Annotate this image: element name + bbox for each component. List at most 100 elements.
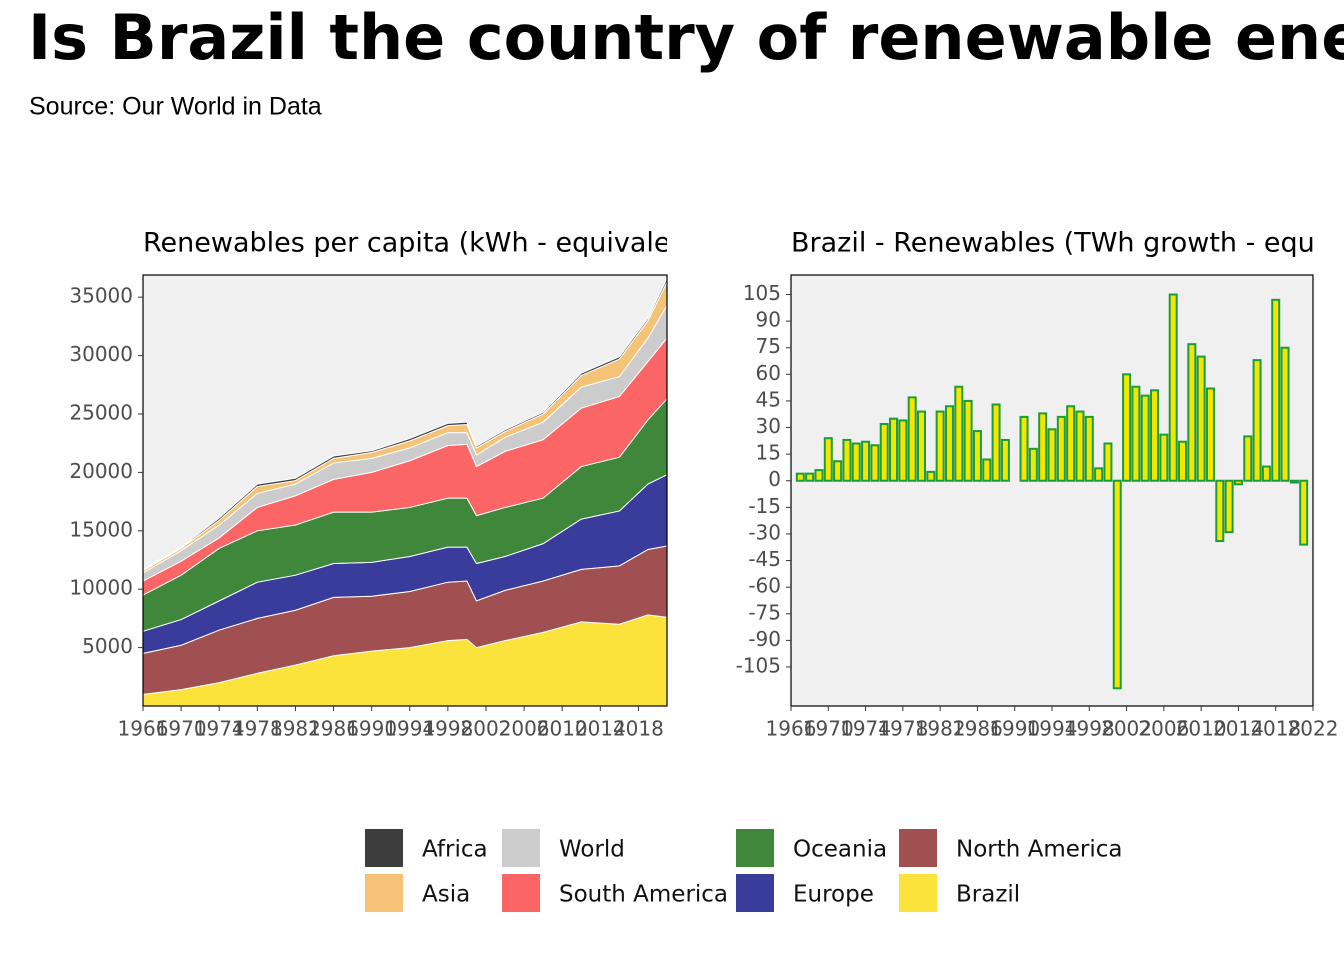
x-tick-label: 2018 — [613, 717, 664, 741]
bar — [1280, 346, 1290, 482]
x-tick-label: 2006 — [1138, 717, 1189, 741]
bar — [954, 385, 964, 482]
x-tick-label: 1970 — [156, 717, 207, 741]
legend-label: Europe — [793, 882, 874, 908]
y-tick-label: 0 — [768, 467, 781, 491]
y-tick-label: 5000 — [82, 634, 133, 658]
bar — [1056, 415, 1066, 482]
bar — [1066, 405, 1076, 482]
title: Is Brazil the country of renewable energ — [28, 1, 1344, 74]
bar — [1038, 412, 1048, 482]
x-tick-label: 1974 — [194, 717, 245, 741]
plot-border — [142, 274, 668, 707]
chart-title: Renewables per capita (kWh - equivalen — [143, 228, 688, 259]
legend-swatch — [734, 827, 776, 869]
legend-label: Asia — [422, 882, 470, 908]
y-tick-label: 10000 — [69, 576, 133, 600]
bar — [963, 399, 973, 482]
y-tick-label: 15 — [756, 441, 781, 465]
bar — [1205, 387, 1215, 482]
bar — [1159, 433, 1169, 482]
bar — [944, 405, 954, 482]
x-tick-label: 2006 — [499, 717, 550, 741]
bar — [935, 410, 945, 482]
x-tick-label: 1966 — [118, 717, 169, 741]
legend-label: Brazil — [956, 882, 1020, 908]
bar — [898, 419, 908, 482]
bar — [814, 469, 824, 482]
x-tick-label: 1990 — [989, 717, 1040, 741]
legend-swatch — [897, 827, 939, 869]
bar — [1252, 359, 1262, 482]
bar — [1140, 394, 1150, 482]
legend-label: South America — [559, 882, 728, 908]
bar — [889, 417, 899, 482]
x-tick-label: 1994 — [384, 717, 435, 741]
bar — [823, 437, 833, 482]
x-tick-label: 1998 — [422, 717, 473, 741]
legend-label: World — [559, 837, 625, 863]
plot-background — [791, 275, 1313, 706]
bar — [1261, 465, 1271, 482]
y-tick-label: -30 — [748, 520, 781, 544]
y-tick-label: 75 — [756, 334, 781, 358]
x-tick-label: 2014 — [1213, 717, 1264, 741]
y-tick-label: 30000 — [69, 342, 133, 366]
bar — [1000, 438, 1010, 482]
bar — [1271, 298, 1281, 482]
y-tick-label: -105 — [736, 653, 781, 677]
y-tick-label: 15000 — [69, 517, 133, 541]
legend-label: Africa — [422, 837, 488, 863]
bar — [879, 422, 889, 482]
bar — [851, 442, 861, 482]
bar — [795, 472, 805, 482]
y-tick-label: 60 — [756, 361, 781, 385]
bar — [1196, 355, 1206, 482]
bar — [1047, 428, 1057, 482]
bar — [972, 430, 982, 482]
bar — [1112, 479, 1122, 690]
bar — [982, 458, 992, 482]
bar — [861, 440, 871, 482]
x-tick-label: 1982 — [915, 717, 966, 741]
legend-swatch — [897, 872, 939, 914]
bar — [1215, 479, 1225, 543]
bar — [1187, 343, 1197, 482]
x-tick-label: 1978 — [877, 717, 928, 741]
legend-label: North America — [956, 837, 1123, 863]
bar — [1019, 415, 1029, 482]
bar — [907, 396, 917, 482]
bar — [1028, 447, 1038, 482]
y-tick-label: 90 — [756, 308, 781, 332]
legend-label: Oceania — [793, 837, 887, 863]
bar — [1168, 293, 1178, 482]
x-tick-label: 1974 — [840, 717, 891, 741]
x-tick-label: 2010 — [1176, 717, 1227, 741]
bar — [833, 460, 843, 482]
x-tick-label: 1982 — [270, 717, 321, 741]
x-tick-label: 2022 — [1288, 717, 1339, 741]
plot — [795, 293, 1309, 690]
x-tick-label: 1978 — [232, 717, 283, 741]
y-tick-label: -15 — [748, 494, 781, 518]
x-tick-label: 2002 — [461, 717, 512, 741]
y-tick-label: 105 — [743, 281, 781, 305]
x-tick-label: 1966 — [766, 717, 817, 741]
bar — [1094, 467, 1104, 482]
bar — [1243, 435, 1253, 482]
legend-swatch — [734, 872, 776, 914]
bar — [1224, 479, 1234, 534]
y-tick-label: 30 — [756, 414, 781, 438]
legend-swatch — [500, 872, 542, 914]
x-tick-label: 2002 — [1101, 717, 1152, 741]
bar — [1075, 410, 1085, 482]
x-tick-label: 1986 — [952, 717, 1003, 741]
x-tick-label: 2018 — [1250, 717, 1301, 741]
bar — [870, 444, 880, 482]
x-tick-label: 1990 — [346, 717, 397, 741]
x-tick-label: 1998 — [1064, 717, 1115, 741]
plot — [143, 278, 667, 706]
y-tick-label: 20000 — [69, 459, 133, 483]
chart-title: Brazil - Renewables (TWh growth - equiva — [791, 228, 1344, 259]
